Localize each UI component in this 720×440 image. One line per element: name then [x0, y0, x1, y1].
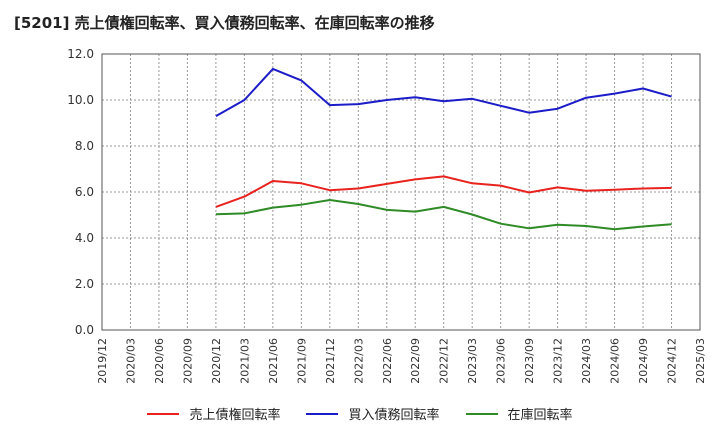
x-tick-label: 2024/06: [609, 338, 622, 384]
x-tick-label: 2022/06: [381, 338, 394, 384]
x-tick-label: 2022/12: [438, 338, 451, 384]
x-tick-label: 2024/09: [637, 338, 650, 384]
x-tick-label: 2019/12: [96, 338, 109, 384]
legend: 売上債権回転率 買入債務回転率 在庫回転率: [0, 404, 720, 423]
x-tick-label: 2022/03: [352, 338, 365, 384]
legend-label-receivables: 売上債権回転率: [189, 408, 281, 423]
x-tick-label: 2024/03: [580, 338, 593, 384]
legend-label-inventory: 在庫回転率: [507, 408, 573, 423]
legend-swatch-inventory: [465, 412, 498, 415]
y-tick-label: 6.0: [75, 185, 94, 199]
y-tick-label: 0.0: [75, 323, 94, 337]
x-tick-label: 2023/06: [495, 338, 508, 384]
x-tick-label: 2024/12: [666, 338, 679, 384]
x-tick-label: 2025/03: [694, 338, 707, 384]
x-tick-label: 2022/09: [409, 338, 422, 384]
x-tick-label: 2023/09: [523, 338, 536, 384]
series-lines: [215, 67, 672, 231]
y-tick-label: 8.0: [75, 139, 94, 153]
y-tick-label: 2.0: [75, 277, 94, 291]
x-tick-label: 2020/12: [210, 338, 223, 384]
grid: [101, 53, 701, 331]
legend-label-payables: 買入債務回転率: [348, 408, 440, 423]
x-tick-label: 2021/03: [238, 338, 251, 384]
x-tick-label: 2020/03: [124, 338, 137, 384]
legend-item-receivables-turnover: 売上債権回転率: [147, 404, 280, 423]
legend-swatch-payables: [306, 412, 339, 415]
axes: 0.0 2.0 4.0 6.0 8.0 10.0 12.0 2019/12 2020/03 202…: [67, 47, 707, 384]
x-tick-label: 2021/06: [267, 338, 280, 384]
chart-title: [5201] 売上債権回転率、買入債務回転率、在庫回転率の推移: [14, 14, 435, 32]
x-tick-label: 2021/12: [324, 338, 337, 384]
legend-item-inventory-turnover: 在庫回転率: [465, 404, 573, 423]
y-tick-label: 12.0: [67, 47, 94, 61]
legend-swatch-receivables: [147, 412, 180, 415]
plot-frame: [101, 53, 701, 331]
x-tick-label: 2020/06: [153, 338, 166, 384]
x-tick-label: 2023/03: [466, 338, 479, 384]
x-tick-label: 2020/09: [181, 338, 194, 384]
x-tick-label: 2023/12: [552, 338, 565, 384]
series-line-1: [215, 67, 672, 117]
y-tick-label: 10.0: [67, 93, 94, 107]
x-tick-label: 2021/09: [295, 338, 308, 384]
legend-item-payables-turnover: 買入債務回転率: [306, 404, 440, 423]
y-tick-label: 4.0: [75, 231, 94, 245]
series-line-2: [215, 199, 672, 231]
series-line-0: [215, 175, 672, 208]
